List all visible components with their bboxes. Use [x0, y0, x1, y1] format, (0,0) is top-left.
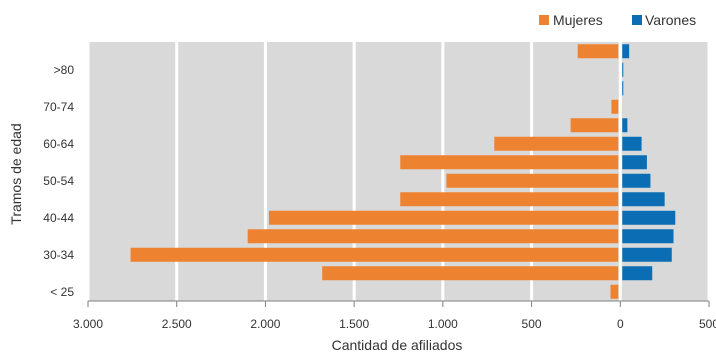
x-tick-label: 0	[617, 317, 624, 331]
bar-varones-6	[622, 173, 651, 188]
x-tick-label: 1.500	[339, 317, 369, 331]
y-tick-label: 60-64	[43, 137, 74, 151]
y-tick-label: 50-54	[43, 174, 74, 188]
bar-varones-13	[622, 44, 630, 59]
bar-varones-1	[622, 266, 653, 281]
bar-varones-8	[622, 136, 642, 151]
x-axis: 3.000 2.500 2.000 1.500 1.000 500 0 500	[73, 300, 716, 331]
bar-mujeres-7	[400, 155, 619, 170]
y-tick-label: >80	[54, 63, 75, 77]
legend-label-varones: Varones	[645, 12, 696, 28]
bar-varones-3	[622, 229, 674, 244]
bar-mujeres-0	[610, 284, 619, 299]
y-tick-label: 40-44	[43, 211, 74, 225]
bar-mujeres-6	[446, 173, 619, 188]
bar-varones-9	[622, 118, 628, 133]
x-tick-label: 500	[699, 317, 716, 331]
y-axis: < 25 30-34 40-44 50-54 60-64 70-74 >80	[43, 63, 74, 299]
y-tick-label: 30-34	[43, 248, 74, 262]
legend-label-mujeres: Mujeres	[553, 12, 603, 28]
bar-varones-4	[622, 210, 676, 225]
bar-mujeres-2	[130, 247, 619, 262]
x-axis-title: Cantidad de afiliados	[332, 337, 463, 353]
grid-lines	[86, 42, 711, 301]
bar-varones-5	[622, 192, 665, 207]
x-tick-label: 1.000	[428, 317, 458, 331]
bar-mujeres-1	[322, 266, 619, 281]
bar-mujeres-10	[611, 99, 619, 114]
y-tick-label: < 25	[50, 285, 74, 299]
plot-background	[88, 42, 709, 301]
y-tick-label: 70-74	[43, 100, 74, 114]
bar-mujeres-8	[494, 136, 619, 151]
bars	[130, 42, 676, 301]
bar-mujeres-4	[268, 210, 619, 225]
x-tick-label: 2.500	[162, 317, 192, 331]
x-tick-label: 3.000	[73, 317, 103, 331]
bar-mujeres-5	[400, 192, 619, 207]
bar-mujeres-3	[247, 229, 619, 244]
legend: Mujeres Varones	[539, 12, 696, 28]
y-axis-title: Tramos de edad	[8, 123, 24, 224]
bar-varones-2	[622, 247, 672, 262]
bar-mujeres-13	[577, 44, 619, 59]
x-tick-label: 2.000	[250, 317, 280, 331]
bar-varones-12	[622, 62, 624, 77]
bar-varones-7	[622, 155, 647, 170]
x-tick-label: 500	[522, 317, 542, 331]
legend-swatch-mujeres	[539, 15, 549, 25]
legend-swatch-varones	[632, 15, 642, 25]
bar-mujeres-9	[570, 118, 619, 133]
bar-varones-11	[622, 81, 624, 96]
